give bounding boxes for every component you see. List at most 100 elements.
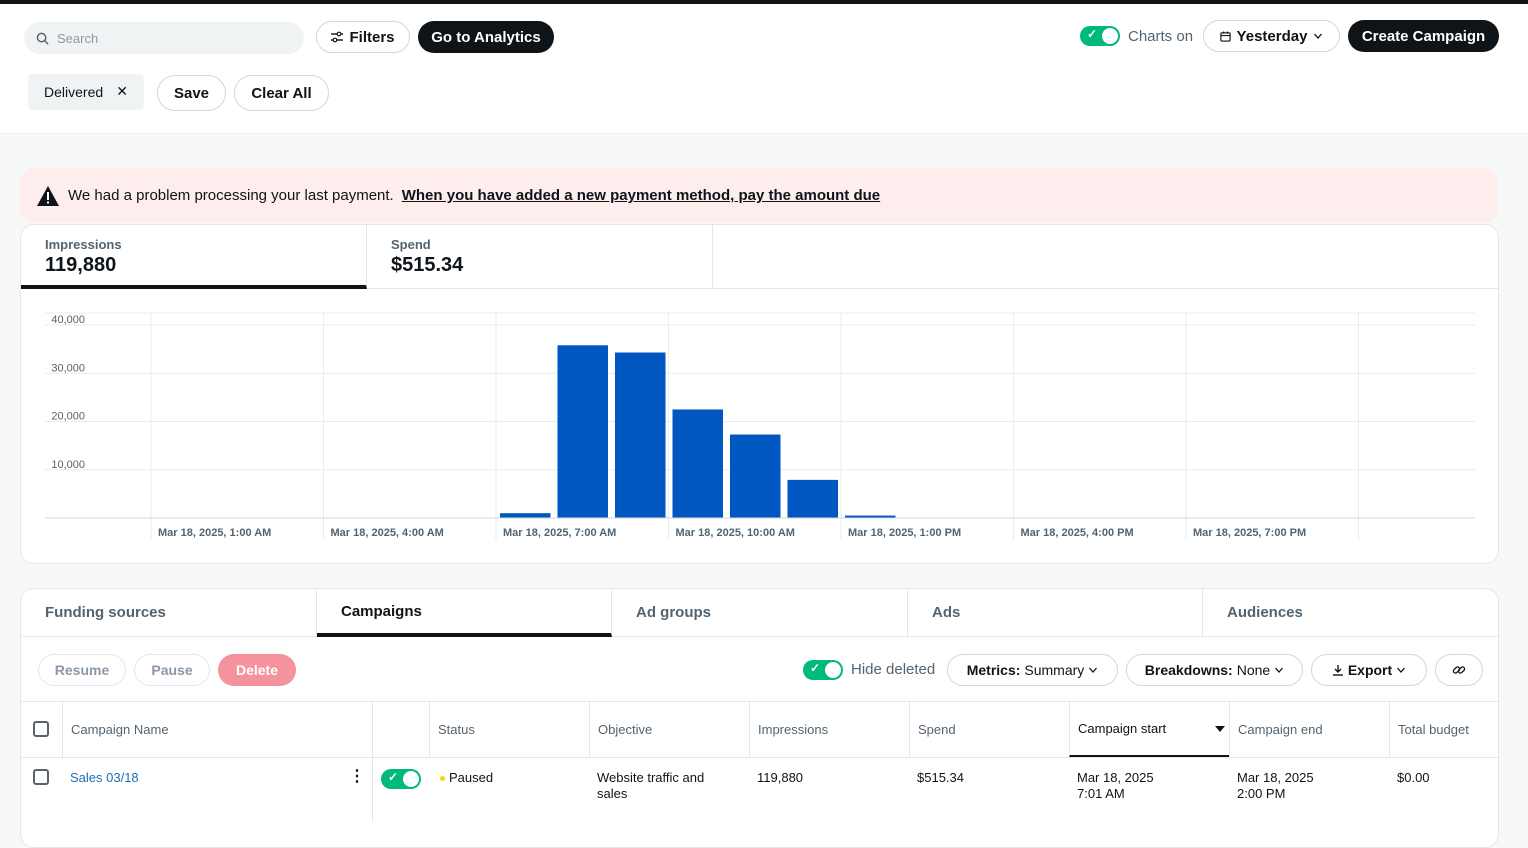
tab-ad-groups[interactable]: Ad groups	[612, 589, 908, 637]
check-icon: ✓	[1087, 27, 1098, 41]
check-icon: ✓	[810, 661, 821, 675]
clear-all-button[interactable]: Clear All	[234, 75, 329, 111]
chevron-down-icon	[1275, 667, 1284, 673]
column-header-impressions[interactable]: Impressions	[749, 701, 909, 757]
resume-button[interactable]: Resume	[38, 654, 126, 686]
link-icon	[1452, 666, 1466, 674]
tab-funding-sources[interactable]: Funding sources	[21, 589, 317, 637]
x-tick-label: Mar 18, 2025, 4:00 PM	[1021, 527, 1134, 539]
campaign-start-cell: Mar 18, 2025 7:01 AM	[1069, 770, 1154, 802]
export-dropdown[interactable]: Export	[1311, 654, 1427, 686]
campaign-active-toggle[interactable]: ✓	[381, 769, 421, 789]
start-date: Mar 18, 2025	[1077, 770, 1154, 785]
chevron-down-icon	[1089, 667, 1098, 673]
filter-chip-label: Delivered	[44, 84, 104, 100]
create-campaign-button[interactable]: Create Campaign	[1348, 20, 1499, 52]
impressions-bar-chart: 10,000 20,000 30,000 40,000 Mar 18, 2025, 1:…	[45, 312, 1475, 540]
filters-button[interactable]: Filters	[316, 21, 410, 53]
entity-tabs-card: Funding sources Campaigns Ad groups Ads …	[20, 588, 1499, 848]
sort-descending-icon	[1215, 726, 1225, 732]
toggle-knob	[403, 771, 419, 787]
column-header-status[interactable]: Status	[429, 701, 589, 757]
x-tick-label: Mar 18, 2025, 4:00 AM	[331, 527, 444, 539]
hide-deleted-label: Hide deleted	[851, 661, 936, 678]
y-tick-label: 30,000	[51, 362, 85, 374]
end-date: Mar 18, 2025	[1237, 770, 1314, 785]
objective-line: sales	[597, 786, 628, 801]
objective-line: Website traffic and	[597, 770, 705, 785]
export-label: Export	[1347, 662, 1393, 678]
total-budget-cell: $0.00	[1397, 770, 1430, 785]
metrics-dropdown[interactable]: Metrics: Summary	[947, 654, 1118, 686]
column-header-objective[interactable]: Objective	[589, 701, 749, 757]
pause-button[interactable]: Pause	[134, 654, 210, 686]
metric-label: Impressions	[45, 237, 122, 252]
breakdowns-dropdown-value: None	[1236, 662, 1271, 678]
x-tick-label: Mar 18, 2025, 7:00 AM	[503, 527, 616, 539]
column-header-spend[interactable]: Spend	[909, 701, 1069, 757]
filters-label: Filters	[349, 28, 395, 46]
row-checkbox[interactable]	[33, 769, 49, 785]
campaign-end-cell: Mar 18, 2025 2:00 PM	[1229, 770, 1314, 802]
tab-ads[interactable]: Ads	[908, 589, 1203, 637]
top-strip	[0, 0, 1528, 4]
filter-chip-delivered: Delivered ✕	[28, 74, 144, 110]
toggle-knob	[825, 662, 841, 678]
tab-campaigns[interactable]: Campaigns	[317, 589, 612, 637]
breakdowns-dropdown-label: Breakdowns:	[1144, 662, 1233, 678]
column-header-campaign-end[interactable]: Campaign end	[1229, 701, 1389, 757]
table-top-divider	[21, 701, 1498, 702]
column-header-total-budget[interactable]: Total budget	[1389, 701, 1498, 757]
toggle-knob	[1102, 28, 1118, 44]
metric-tab-spacer	[713, 225, 1498, 289]
hide-deleted-toggle[interactable]: ✓	[803, 660, 843, 680]
metrics-dropdown-label: Metrics:	[966, 662, 1021, 678]
column-header-campaign-start[interactable]: Campaign start	[1069, 701, 1229, 757]
y-tick-label: 40,000	[51, 314, 85, 326]
save-button[interactable]: Save	[157, 75, 226, 111]
date-range-dropdown[interactable]: Yesterday	[1203, 20, 1340, 52]
table-row	[21, 758, 1498, 828]
date-range-label: Yesterday	[1236, 27, 1308, 45]
sliders-icon	[331, 31, 344, 43]
status-label: Paused	[449, 770, 494, 785]
bar	[557, 345, 608, 518]
search-input[interactable]	[57, 30, 277, 46]
calendar-icon	[1219, 30, 1231, 42]
metrics-dropdown-value: Summary	[1024, 662, 1085, 678]
pay-amount-due-link[interactable]: When you have added a new payment method…	[401, 187, 881, 204]
chevron-down-icon	[1314, 33, 1323, 39]
chevron-down-icon	[1397, 667, 1406, 673]
search-box[interactable]	[24, 22, 304, 54]
bar	[615, 352, 666, 518]
campaign-name-link[interactable]: Sales 03/18	[70, 770, 139, 785]
impressions-cell: 119,880	[757, 770, 804, 785]
copy-link-button[interactable]	[1435, 654, 1483, 686]
metric-value: $515.34	[391, 254, 464, 276]
column-header-campaign-name[interactable]: Campaign Name	[62, 701, 372, 757]
metric-tab-impressions[interactable]: Impressions 119,880	[21, 225, 367, 289]
charts-toggle[interactable]: ✓	[1080, 26, 1120, 46]
breakdowns-dropdown[interactable]: Breakdowns: None	[1126, 654, 1303, 686]
objective-cell: Website traffic and sales	[589, 770, 704, 802]
x-tick-label: Mar 18, 2025, 1:00 AM	[158, 527, 271, 539]
select-all-checkbox[interactable]	[33, 721, 49, 737]
bar	[787, 479, 838, 518]
alert-message: We had a problem processing your last pa…	[68, 187, 394, 204]
delete-button[interactable]: Delete	[218, 654, 296, 686]
column-divider	[372, 758, 373, 822]
bar	[500, 513, 551, 518]
y-tick-label: 20,000	[51, 411, 85, 423]
table-header-divider	[21, 757, 1498, 758]
charts-toggle-label: Charts on	[1128, 28, 1194, 45]
close-icon[interactable]: ✕	[116, 83, 128, 99]
go-to-analytics-button[interactable]: Go to Analytics	[418, 21, 554, 53]
metric-label: Spend	[391, 237, 431, 252]
end-time: 2:00 PM	[1237, 786, 1286, 801]
metric-tab-spend[interactable]: Spend $515.34	[367, 225, 713, 289]
more-options-icon[interactable]: ⋮	[349, 768, 365, 785]
start-time: 7:01 AM	[1077, 786, 1125, 801]
tab-audiences[interactable]: Audiences	[1203, 589, 1498, 637]
payment-alert: We had a problem processing your last pa…	[20, 168, 1498, 223]
spend-cell: $515.34	[917, 770, 964, 785]
